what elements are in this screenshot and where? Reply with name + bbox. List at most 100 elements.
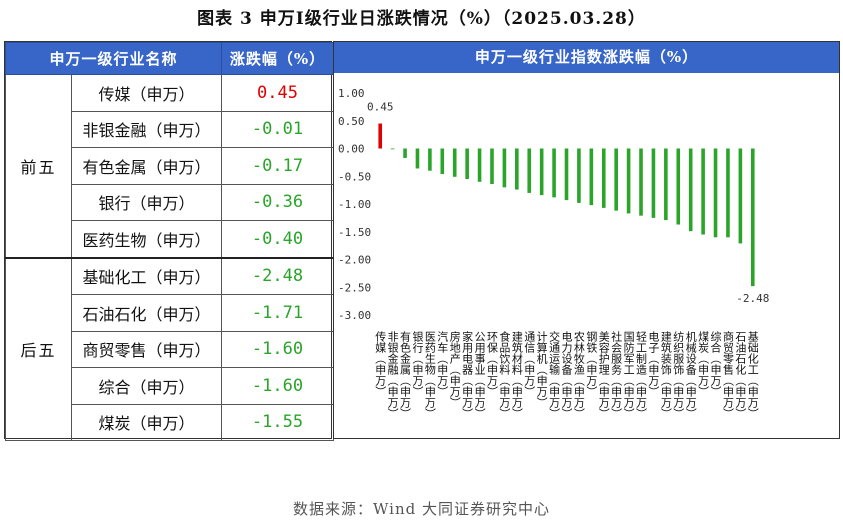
x-tick-label: 通信（申万） [523, 331, 536, 397]
y-tick-label: -2.50 [338, 281, 371, 294]
bar [415, 148, 420, 169]
industry-name-cell: 银行（申万） [70, 183, 223, 221]
x-tick-label: 钢铁（申万） [585, 331, 598, 397]
x-tick-label: 商贸零售（申万） [721, 330, 734, 419]
industry-name-cell: 综合（申万） [70, 367, 223, 405]
y-tick-label: -0.50 [338, 170, 371, 183]
y-tick-label: -1.50 [338, 226, 371, 239]
x-tick-label: 建筑材料（申万） [510, 330, 523, 419]
x-tick-label: 交通运输（申万） [548, 330, 561, 419]
x-tick-label: 食品饮料（申万） [498, 330, 511, 419]
industry-name-cell: 煤炭（申万） [70, 403, 223, 441]
change-value-cell: 0.45 [221, 74, 335, 112]
header-industry-name: 申万一级行业名称 [4, 42, 223, 75]
industry-name-cell: 有色金属（申万） [70, 147, 223, 185]
y-tick-label: -1.00 [338, 198, 371, 211]
table-header-row: 申万一级行业名称 涨跌幅（%） [4, 42, 335, 75]
x-tick-label: 基础化工（申万） [746, 331, 759, 419]
change-value-cell: -0.36 [221, 183, 335, 221]
x-tick-label: 传媒（申万） [374, 331, 387, 397]
industry-name-cell: 石油石化（申万） [70, 294, 223, 332]
x-tick-label: 公用事业（申万） [473, 331, 486, 419]
bar [726, 148, 730, 238]
industry-name-cell: 非银金融（申万） [70, 110, 223, 148]
bar [676, 148, 681, 225]
change-value-cell: -2.48 [221, 256, 335, 295]
bar [713, 148, 718, 238]
bar-chart-panel: 申万一级行业指数涨跌幅（%） 1.00 0.50 0.00 -0.50 -1.00 -1.… [333, 41, 840, 439]
table-row: 银行（申万） -0.36 [6, 183, 335, 221]
x-tick-label: 社会服务（申万） [610, 330, 623, 419]
chart-title: 申万一级行业指数涨跌幅（%） [334, 42, 839, 73]
x-tick-label: 银行（申万） [411, 330, 424, 397]
bar [601, 148, 606, 208]
bar [552, 148, 556, 198]
source-note: 数据来源：Wind 大同证券研究中心 [293, 500, 550, 518]
x-tick-label: 环保（申万） [485, 331, 498, 397]
bar [452, 148, 457, 177]
x-tick-label: 农林牧渔（申万） [572, 330, 585, 419]
y-tick-label: -3.00 [338, 309, 371, 322]
y-tick-label: 0.50 [338, 115, 365, 128]
bar [750, 148, 755, 287]
x-tick-label: 石油石化（申万） [734, 331, 747, 419]
x-tick-label: 纺织服饰（申万） [672, 330, 685, 419]
bar-chart: 1.00 0.50 0.00 -0.50 -1.00 -1.50 -2.00 -2.50 -3.… [338, 87, 769, 419]
x-tick-label: 汽车（申万） [436, 330, 449, 397]
y-tick-label: -2.00 [338, 254, 371, 267]
bar [515, 148, 519, 190]
x-tick-label: 建筑装饰（申万） [659, 330, 672, 419]
bar [738, 148, 743, 244]
change-value-cell: -1.60 [221, 367, 335, 405]
x-tick-label: 煤炭（申万） [697, 331, 710, 397]
x-tick-label: 电力设备（申万） [560, 331, 573, 419]
y-tick-label: 1.00 [338, 87, 365, 100]
bar [564, 148, 569, 201]
industry-table: 申万一级行业名称 涨跌幅（%） 前五 传媒（申万） 0.45 非银金融（申万） -0.0… [4, 42, 335, 441]
bar [390, 148, 395, 150]
table-row: 商贸零售（申万） -1.60 [6, 330, 335, 368]
x-tick-label: 机械设备（申万） [684, 330, 697, 419]
data-label: 0.45 [367, 101, 394, 114]
bar [378, 123, 383, 149]
x-tick-label: 电子（申万） [647, 331, 660, 397]
bar [527, 148, 532, 193]
header-change-pct: 涨跌幅（%） [221, 42, 335, 75]
change-value-cell: -0.40 [221, 220, 335, 258]
table-row: 后五 基础化工（申万） -2.48 [5, 256, 335, 441]
table-row: 医药生物（申万） -0.40 [6, 220, 335, 258]
x-tick-label: 家用电器（申万） [461, 330, 474, 419]
bar [688, 148, 693, 232]
industry-name-cell: 医药生物（申万） [70, 220, 223, 258]
bar [626, 148, 631, 214]
group-label: 前五 [5, 74, 72, 258]
y-tick-label: 0.00 [338, 143, 365, 156]
x-tick-label: 有色金属（申万） [399, 330, 412, 419]
change-value-cell: -1.71 [221, 294, 335, 332]
x-tick-label: 计算机（申万） [535, 331, 548, 408]
bar [577, 148, 581, 203]
x-tick-label: 综合（申万） [709, 330, 722, 397]
change-value-cell: -1.55 [221, 403, 335, 441]
bar [477, 148, 482, 182]
bar [664, 148, 668, 221]
x-tick-label: 轻工制造（申万） [635, 330, 648, 419]
bar [440, 148, 445, 175]
x-tick-label: 医药生物（申万） [423, 331, 436, 419]
bar [465, 148, 469, 180]
bar [589, 148, 594, 206]
data-label: -2.48 [736, 292, 769, 305]
table-row: 有色金属（申万） -0.17 [6, 147, 335, 185]
x-tick-label: 国防军工（申万） [622, 331, 635, 419]
bar [701, 148, 705, 235]
x-tick-label: 美容护理（申万） [597, 331, 610, 419]
table-row: 石油石化（申万） -1.71 [6, 294, 335, 332]
bar [539, 148, 544, 196]
bar [614, 148, 618, 211]
x-tick-label: 房地产（申万） [448, 331, 461, 408]
group-label: 后五 [5, 256, 72, 441]
figure-title: 图表 3 申万Ⅰ级行业日涨跌情况（%）（2025.03.28） [197, 9, 646, 29]
bar [639, 148, 643, 216]
table-row: 非银金融（申万） -0.01 [6, 110, 335, 148]
x-tick-label: 非银金融（申万） [386, 331, 399, 419]
